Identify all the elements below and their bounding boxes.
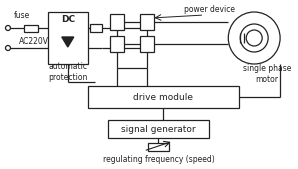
Bar — [110, 14, 124, 30]
Text: fuse: fuse — [14, 11, 30, 20]
Bar — [148, 143, 170, 151]
Polygon shape — [62, 37, 74, 47]
Bar — [24, 25, 38, 31]
Text: single phase
motor: single phase motor — [243, 64, 291, 84]
Text: power device: power device — [184, 6, 235, 15]
Bar — [139, 36, 153, 52]
Text: regulating frequency (speed): regulating frequency (speed) — [103, 155, 214, 164]
Text: automatic
protection: automatic protection — [48, 62, 88, 82]
Bar — [88, 86, 239, 108]
Text: drive module: drive module — [134, 92, 193, 102]
Bar — [139, 14, 153, 30]
Bar — [110, 36, 124, 52]
Text: AC220V: AC220V — [19, 38, 49, 46]
Bar — [90, 24, 102, 32]
Text: DC: DC — [61, 16, 75, 25]
Bar — [48, 12, 88, 64]
Text: signal generator: signal generator — [121, 125, 196, 134]
Bar — [108, 120, 209, 138]
